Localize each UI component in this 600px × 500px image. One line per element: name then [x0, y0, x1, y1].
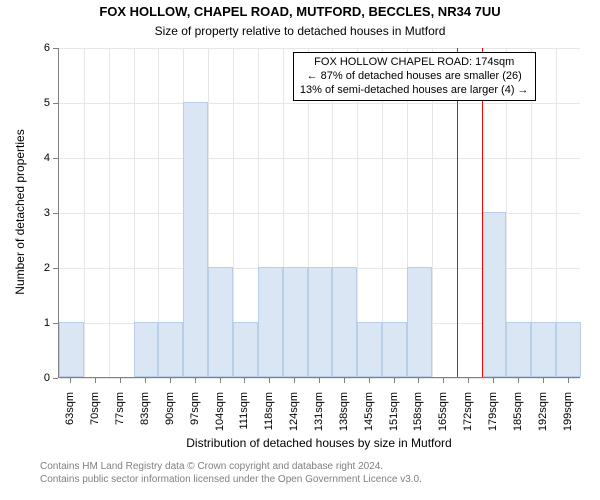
- x-tick-label: 131sqm: [313, 392, 325, 442]
- x-tick-mark: [568, 378, 569, 383]
- x-tick-label: 165sqm: [437, 392, 449, 442]
- x-tick-label: 77sqm: [114, 392, 126, 442]
- x-tick-mark: [369, 378, 370, 383]
- annotation-box: FOX HOLLOW CHAPEL ROAD: 174sqm← 87% of d…: [293, 52, 536, 101]
- annotation-line: FOX HOLLOW CHAPEL ROAD: 174sqm: [300, 56, 529, 70]
- histogram-bar: [59, 322, 84, 377]
- annotation-line: ← 87% of detached houses are smaller (26…: [300, 70, 529, 84]
- x-tick-label: 111sqm: [238, 392, 250, 442]
- histogram-bar: [233, 322, 258, 377]
- y-tick-mark: [53, 48, 58, 49]
- y-tick-label: 1: [28, 317, 50, 329]
- x-tick-label: 145sqm: [363, 392, 375, 442]
- x-tick-label: 97sqm: [189, 392, 201, 442]
- histogram-bar: [258, 267, 283, 377]
- x-tick-label: 199sqm: [562, 392, 574, 442]
- x-tick-label: 192sqm: [537, 392, 549, 442]
- histogram-bar: [357, 322, 382, 377]
- x-tick-mark: [170, 378, 171, 383]
- gridline-vertical: [109, 48, 110, 377]
- x-tick-mark: [468, 378, 469, 383]
- x-tick-mark: [344, 378, 345, 383]
- histogram-bar: [482, 212, 507, 377]
- x-tick-mark: [294, 378, 295, 383]
- y-tick-mark: [53, 268, 58, 269]
- histogram-bar: [382, 322, 407, 377]
- y-tick-mark: [53, 378, 58, 379]
- x-tick-mark: [145, 378, 146, 383]
- y-tick-label: 2: [28, 262, 50, 274]
- x-tick-mark: [543, 378, 544, 383]
- x-tick-label: 172sqm: [462, 392, 474, 442]
- y-tick-label: 0: [28, 372, 50, 384]
- caption-line: Contains public sector information licen…: [40, 473, 422, 486]
- histogram-bar: [531, 322, 556, 377]
- x-tick-mark: [443, 378, 444, 383]
- histogram-bar: [332, 267, 357, 377]
- x-tick-mark: [493, 378, 494, 383]
- histogram-bar: [506, 322, 531, 377]
- x-tick-label: 151sqm: [388, 392, 400, 442]
- x-tick-label: 104sqm: [214, 392, 226, 442]
- caption: Contains HM Land Registry data © Crown c…: [40, 460, 422, 486]
- x-tick-label: 63sqm: [64, 392, 76, 442]
- x-tick-mark: [394, 378, 395, 383]
- x-tick-mark: [418, 378, 419, 383]
- histogram-bar: [556, 322, 581, 377]
- x-tick-mark: [319, 378, 320, 383]
- page: { "titles": { "main": "FOX HOLLOW, CHAPE…: [0, 0, 600, 500]
- x-tick-label: 124sqm: [288, 392, 300, 442]
- caption-line: Contains HM Land Registry data © Crown c…: [40, 460, 422, 473]
- histogram-bar: [208, 267, 233, 377]
- y-tick-label: 4: [28, 152, 50, 164]
- x-tick-label: 179sqm: [487, 392, 499, 442]
- x-tick-mark: [195, 378, 196, 383]
- x-tick-label: 83sqm: [139, 392, 151, 442]
- histogram-bar: [407, 267, 432, 377]
- histogram-bar: [158, 322, 183, 377]
- x-tick-mark: [70, 378, 71, 383]
- y-tick-label: 3: [28, 207, 50, 219]
- histogram-bar: [183, 102, 208, 377]
- x-tick-label: 70sqm: [89, 392, 101, 442]
- page-title: FOX HOLLOW, CHAPEL ROAD, MUTFORD, BECCLE…: [0, 4, 600, 19]
- y-tick-mark: [53, 158, 58, 159]
- gridline-horizontal: [59, 158, 580, 159]
- y-tick-mark: [53, 213, 58, 214]
- y-tick-mark: [53, 103, 58, 104]
- gridline-horizontal: [59, 103, 580, 104]
- y-tick-mark: [53, 323, 58, 324]
- x-tick-mark: [269, 378, 270, 383]
- x-tick-mark: [120, 378, 121, 383]
- x-tick-label: 138sqm: [338, 392, 350, 442]
- x-tick-label: 185sqm: [512, 392, 524, 442]
- x-tick-mark: [244, 378, 245, 383]
- annotation-line: 13% of semi-detached houses are larger (…: [300, 84, 529, 98]
- histogram-bar: [308, 267, 333, 377]
- gridline-vertical: [84, 48, 85, 377]
- histogram-bar: [283, 267, 308, 377]
- histogram-bar: [134, 322, 159, 377]
- x-tick-label: 118sqm: [263, 392, 275, 442]
- x-tick-mark: [95, 378, 96, 383]
- x-tick-label: 158sqm: [412, 392, 424, 442]
- x-tick-mark: [220, 378, 221, 383]
- gridline-horizontal: [59, 48, 580, 49]
- y-axis-label: Number of detached properties: [13, 47, 27, 377]
- x-tick-mark: [518, 378, 519, 383]
- y-tick-label: 5: [28, 97, 50, 109]
- x-tick-label: 90sqm: [164, 392, 176, 442]
- page-subtitle: Size of property relative to detached ho…: [0, 24, 600, 38]
- y-tick-label: 6: [28, 42, 50, 54]
